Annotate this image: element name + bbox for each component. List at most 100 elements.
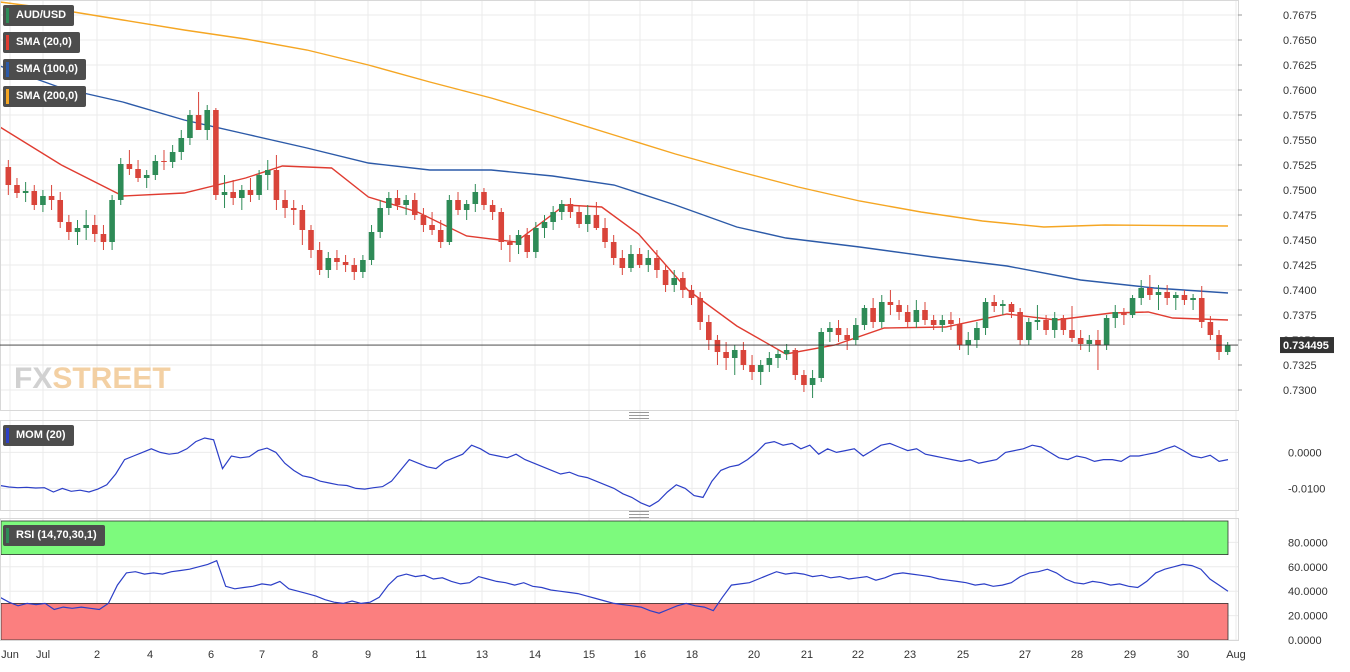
candle-up [515,235,522,245]
candle-down [507,242,513,245]
candle-up [403,200,409,205]
rsi-ytick-label: 20.0000 [1288,611,1328,623]
main-ytick-label: 0.7375 [1283,310,1317,322]
rsi-tag[interactable]: RSI (14,70,30,1) [3,525,105,546]
sma200-line [0,1,1229,228]
xtick-label: 4 [147,649,153,661]
candle-down [247,190,254,195]
candle-up [645,258,652,265]
candle-down [602,228,608,242]
candle-down [437,230,444,242]
candle-down [1164,292,1170,298]
candle-down [455,200,461,210]
candle-up [974,328,980,340]
candle-down [792,350,799,375]
candle-down [342,262,349,265]
candle-up [22,191,29,193]
candle-up [558,204,565,212]
candle-down [1017,312,1023,340]
candles [5,92,1231,398]
sma20-tag[interactable]: SMA (20,0) [3,32,80,53]
main-ytick-label: 0.7650 [1283,35,1317,47]
candle-down [1207,322,1214,335]
xtick-label: 13 [476,649,488,661]
candle-down [697,298,703,322]
candle-down [1069,330,1075,338]
candle-up [1172,295,1179,298]
rsi-zones [0,520,1229,641]
xtick-label: 8 [312,649,318,661]
candle-up [861,308,868,325]
candle-down [887,302,894,305]
sma100-line [0,65,1229,294]
candle-down [723,352,729,358]
candle-down [1095,340,1101,345]
candle-up [446,200,453,242]
candle-down [195,115,202,130]
sma200-tag[interactable]: SMA (200,0) [3,86,86,107]
xtick-label: 11 [415,649,426,661]
main-ytick-label: 0.7550 [1283,135,1317,147]
candle-up [463,204,470,210]
main-ytick-label: 0.7575 [1283,110,1317,122]
pane-splitter-2[interactable] [629,511,649,518]
candle-up [783,350,790,354]
candle-up [169,152,176,162]
candle-up [256,175,262,195]
candle-up [1129,298,1136,315]
candle-down [740,350,747,365]
candle-down [593,215,600,228]
candle-down [290,208,297,210]
mom-tag[interactable]: MOM (20) [3,425,74,446]
candle-down [636,254,643,265]
sma100-tag[interactable]: SMA (100,0) [3,59,86,80]
candle-up [325,258,332,270]
xtick-label: 21 [801,649,813,661]
candle-down [930,320,937,325]
candle-up [809,378,816,385]
mom-ytick-label: 0.0000 [1288,447,1322,459]
main-ytick-label: 0.7500 [1283,185,1317,197]
candle-down [316,250,323,270]
candle-up [239,190,245,198]
candle-down [299,210,306,230]
candle-up [74,228,81,232]
candle-up [1034,320,1041,322]
candle-up [117,164,124,200]
sma-lines [0,1,1229,355]
candle-up [178,138,185,152]
candle-up [143,175,150,178]
rsi-overbought-zone [0,520,1229,555]
main-ytick-label: 0.7325 [1283,360,1317,372]
candle-up [1000,304,1006,306]
xtick-label: 28 [1071,649,1083,661]
xtick-label: 2 [94,649,100,661]
candle-up [584,215,591,224]
candle-up [386,198,392,208]
candle-down [5,167,12,185]
candle-down [956,324,963,345]
main-ytick-label: 0.7475 [1283,210,1317,222]
rsi-series [0,559,1229,614]
xtick-label: Aug [1226,649,1246,661]
candle-up [731,350,738,358]
pane-splitter-1[interactable] [629,412,649,419]
main-ytick-label: 0.7625 [1283,60,1317,72]
candle-down [213,110,219,195]
candle-down [801,375,807,385]
instrument-tag[interactable]: AUD/USD [3,5,75,26]
xtick-label: 25 [957,649,969,661]
candle-up [550,212,556,222]
xtick-label: 27 [1019,649,1031,661]
candle-up [1051,318,1058,330]
candle-down [411,200,418,215]
main-ytick-label: 0.7450 [1283,235,1317,247]
candle-up [264,170,271,175]
candle-up [671,278,678,285]
candle-down [714,340,721,352]
candle-down [126,164,133,169]
xtick-label: Jul [36,649,50,661]
candle-down [1060,318,1067,330]
candle-down [749,365,755,372]
